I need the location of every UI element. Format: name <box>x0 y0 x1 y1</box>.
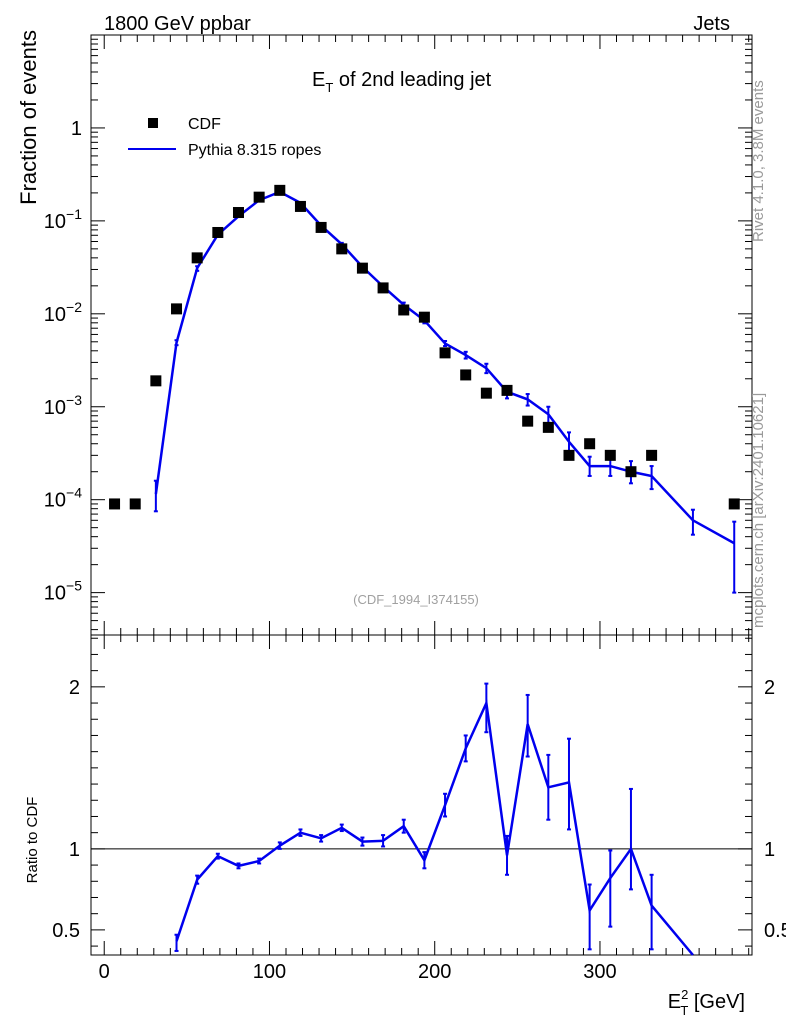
cdf-data-point <box>377 282 389 294</box>
ratio-y-tick-label-right: 0.5 <box>764 920 786 942</box>
cdf-data-point <box>460 369 472 381</box>
header-right-label: Jets <box>693 13 730 35</box>
x-axis-title: E2 T [GeV] <box>668 987 745 1018</box>
y-tick-label: 10−3 <box>44 392 82 419</box>
cdf-data-point <box>315 221 327 233</box>
cdf-data-point <box>522 415 534 427</box>
cdf-data-point <box>150 375 162 387</box>
cdf-data-point <box>439 347 451 359</box>
cdf-data-point <box>232 207 244 219</box>
chart-title: ET of 2nd leading jet <box>312 69 492 95</box>
cdf-data-point <box>294 200 306 212</box>
ratio-line <box>175 698 694 956</box>
ratio-panel: 0.5 0.5 1 1 2 2 0 100 200 300 Ratio to CDF E2T [… <box>24 634 786 1018</box>
ratio-y-tick-label: 1 <box>69 839 80 861</box>
legend: CDF Pythia 8.315 ropes <box>128 116 321 159</box>
legend-cdf-label: CDF <box>188 116 221 133</box>
pythia-series <box>153 190 737 594</box>
cdf-data-point <box>191 252 203 264</box>
cdf-data-point <box>625 466 637 478</box>
cdf-data-point <box>501 384 513 396</box>
header-left-label: 1800 GeV ppbar <box>104 13 251 35</box>
ratio-y-tick-label-right: 2 <box>764 677 775 699</box>
legend-cdf-marker <box>148 118 158 128</box>
cdf-data-point <box>563 449 575 461</box>
cdf-data-point <box>129 498 141 510</box>
legend-pythia-label: Pythia 8.315 ropes <box>188 142 321 159</box>
cdf-data-point <box>356 262 368 274</box>
cdf-data-point <box>604 449 616 461</box>
y-tick-label: 10−2 <box>44 299 82 326</box>
ratio-y-tick-label: 2 <box>69 677 80 699</box>
ratio-y-axis: 0.5 0.5 1 1 2 2 <box>52 637 786 947</box>
cdf-data-point <box>274 184 286 196</box>
ratio-series <box>174 682 694 956</box>
cdf-data-point <box>253 191 265 203</box>
ratio-y-tick-label-right: 1 <box>764 839 775 861</box>
rivet-label: Rivet 4.1.0, 3.8M events <box>750 80 767 242</box>
main-x-axis <box>103 35 750 635</box>
ratio-y-tick-label: 0.5 <box>52 920 80 942</box>
main-panel: 1 10−1 10−2 10−3 10−4 10−5 Fraction of events… <box>16 30 753 636</box>
x-tick-label: 0 <box>99 961 110 983</box>
cdf-data-point <box>171 303 183 315</box>
cdf-data-point <box>480 387 492 399</box>
cdf-series <box>109 184 740 510</box>
y-tick-label: 10−1 <box>44 206 82 233</box>
main-y-axis-title: Fraction of events <box>16 30 41 205</box>
cdf-data-point <box>418 311 430 323</box>
y-tick-label: 1 <box>71 118 82 140</box>
cdf-data-point <box>542 421 554 433</box>
ratio-y-axis-title: Ratio to CDF <box>24 797 41 884</box>
cdf-data-point <box>646 449 658 461</box>
cdf-data-point <box>109 498 121 510</box>
x-tick-label: 200 <box>418 961 451 983</box>
cdf-data-point <box>584 438 596 450</box>
cdf-data-point <box>212 226 224 238</box>
ratio-x-axis: 0 100 200 300 <box>99 635 750 983</box>
pythia-line <box>154 190 735 545</box>
cdf-data-point <box>728 498 740 510</box>
analysis-watermark: (CDF_1994_I374155) <box>353 592 479 607</box>
y-tick-label: 10−4 <box>44 485 82 512</box>
y-tick-label: 10−5 <box>44 578 82 605</box>
x-tick-label: 100 <box>253 961 286 983</box>
cdf-data-point <box>398 304 410 316</box>
cdf-data-point <box>336 243 348 255</box>
ratio-panel-frame <box>90 634 753 956</box>
mcplots-label: mcplots.cern.ch [arXiv:2401.10621] <box>750 393 767 628</box>
main-y-axis: 1 10−1 10−2 10−3 10−4 10−5 <box>44 34 752 631</box>
x-tick-label: 300 <box>583 961 616 983</box>
